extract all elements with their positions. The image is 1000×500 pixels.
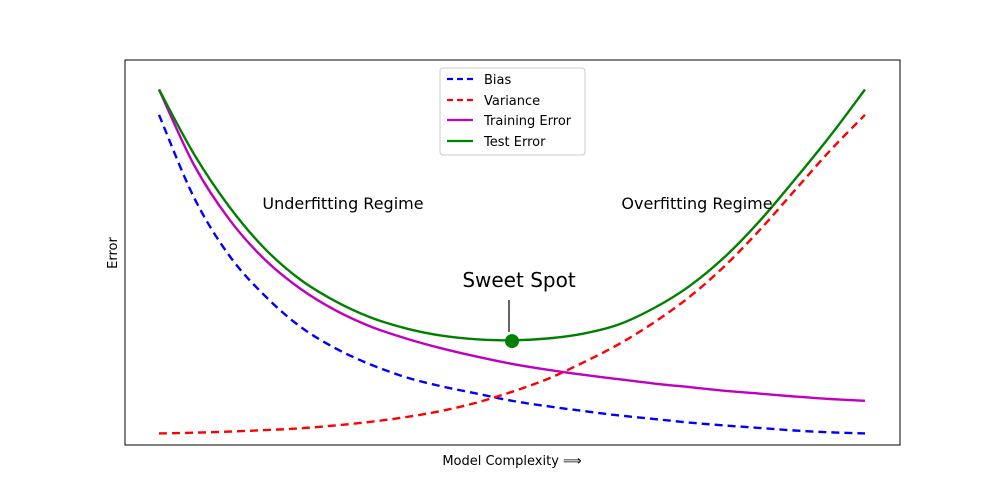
legend-box <box>439 67 586 156</box>
plot-area-frame <box>124 59 901 446</box>
series-line-training-error <box>157 88 866 402</box>
legend: Bias Variance Training Error Test Error <box>439 67 586 156</box>
underfitting-annotation: Underfitting Regime <box>262 194 423 213</box>
x-axis-label: Model Complexity ⟹ <box>442 454 581 469</box>
series-line-variance <box>158 113 866 435</box>
legend-label-variance: Variance <box>484 94 540 109</box>
legend-label-test-error: Test Error <box>483 135 546 150</box>
series-line-bias <box>157 114 866 435</box>
y-axis-label: Error <box>106 237 121 269</box>
overfitting-annotation: Overfitting Regime <box>621 194 772 213</box>
legend-label-training-error: Training Error <box>483 114 572 129</box>
legend-label-bias: Bias <box>484 73 511 88</box>
curves-layer <box>157 88 866 435</box>
sweet-spot-annotation: Sweet Spot <box>462 268 575 292</box>
sweet-spot-marker <box>505 334 519 349</box>
